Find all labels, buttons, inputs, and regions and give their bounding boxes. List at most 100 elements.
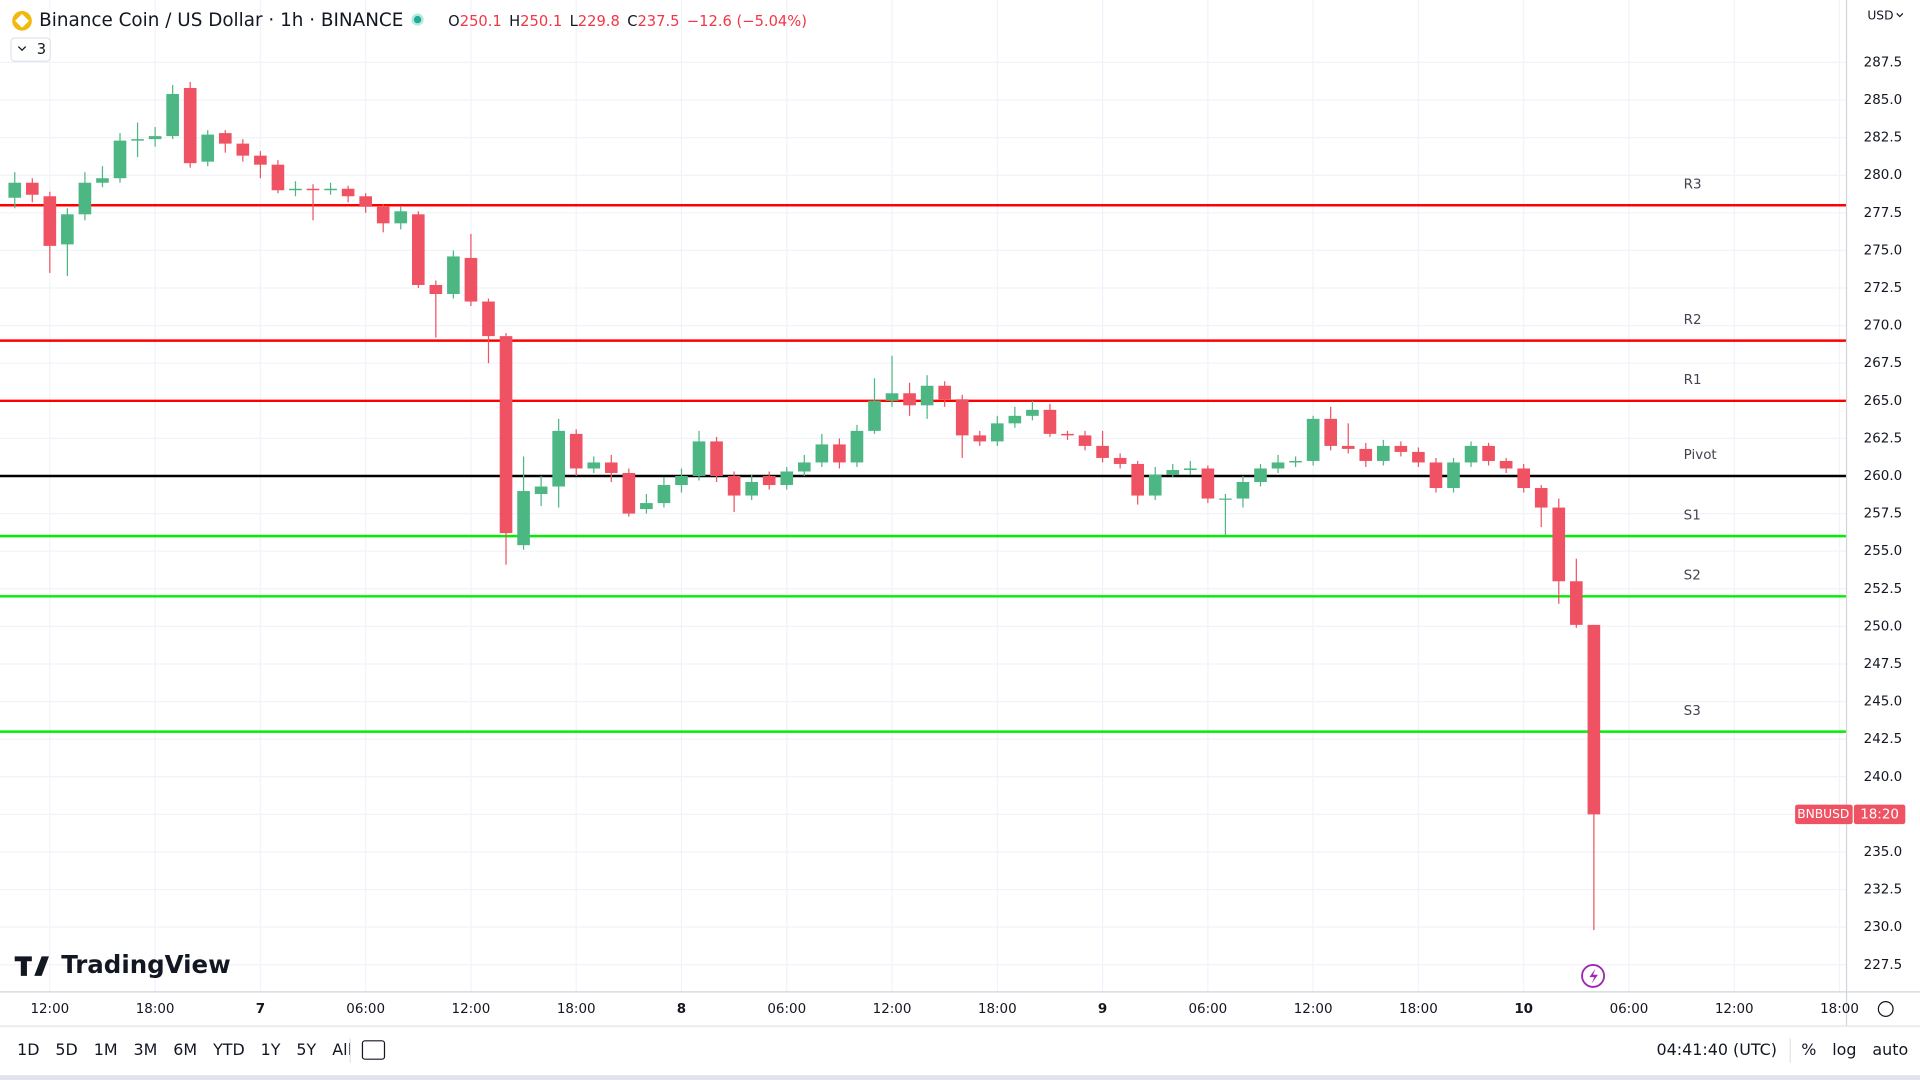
event-icon[interactable]	[1581, 963, 1605, 988]
candle-body	[745, 482, 758, 496]
candle-body	[1289, 460, 1302, 463]
candle-body	[903, 393, 916, 406]
ohlc-change: −12.6 (−5.04%)	[687, 13, 807, 30]
candle-body	[1429, 462, 1443, 489]
candle-body	[166, 93, 179, 137]
candle-body	[1587, 624, 1601, 815]
candle-body	[499, 336, 513, 534]
candle-body	[359, 196, 372, 207]
x-tick-label: 12:00	[30, 1002, 69, 1017]
pivot-level-label: R3	[1684, 177, 1702, 192]
candle-body	[113, 140, 127, 179]
candle-body	[885, 393, 899, 401]
candle-body	[306, 188, 320, 191]
chevron	[17, 46, 27, 52]
range-button[interactable]: 1Y	[261, 1040, 281, 1059]
indicator-toggle[interactable]	[10, 37, 51, 62]
candle-body	[341, 188, 355, 197]
currency-chevron	[1896, 13, 1904, 18]
clock: 04:41:40 (UTC)	[1657, 1040, 1777, 1059]
range-button[interactable]: 3M	[134, 1040, 158, 1059]
y-tick-label: 230.0	[1864, 920, 1903, 935]
candle-body	[815, 444, 829, 463]
candle-body	[61, 214, 74, 245]
candle-body	[1377, 445, 1390, 461]
coin-icon-inner	[15, 13, 29, 28]
x-tick-label: 18:00	[1399, 1002, 1438, 1017]
ohlc-key: H	[509, 13, 520, 30]
range-button[interactable]: 6M	[173, 1040, 197, 1059]
indicator-count[interactable]: 3	[37, 41, 46, 58]
candle-body	[762, 475, 776, 486]
ohlc-key: O	[448, 13, 460, 30]
candle-body	[1324, 418, 1337, 446]
candle-body	[1254, 468, 1267, 483]
candle-body	[850, 430, 864, 463]
y-tick-label: 270.0	[1864, 319, 1903, 334]
x-tick-label: 18:00	[978, 1002, 1017, 1017]
y-tick-label: 235.0	[1864, 845, 1903, 860]
last-price-symbol-bg	[1795, 804, 1853, 825]
candle-body	[622, 472, 636, 514]
candle-body	[1008, 415, 1022, 424]
y-tick-label: 285.0	[1864, 93, 1903, 108]
candle-body	[43, 196, 57, 246]
y-tick-label: 240.0	[1864, 770, 1903, 785]
x-tick-label: 12:00	[1294, 1002, 1333, 1017]
candle-body	[1517, 468, 1531, 489]
status-dot	[413, 15, 422, 24]
x-tick-label: 8	[677, 1002, 686, 1017]
candle-body	[1534, 488, 1548, 508]
candle-body	[1570, 581, 1583, 625]
last-price-tag: BNBUSD 18:20	[1795, 804, 1906, 825]
y-tick-label: 245.0	[1864, 695, 1903, 710]
candle-body	[1271, 462, 1285, 469]
range-button[interactable]: YTD	[212, 1040, 245, 1059]
candle-body	[797, 462, 811, 472]
candle-body	[657, 485, 671, 504]
x-tick-label: 06:00	[1188, 1002, 1227, 1017]
range-button[interactable]: All	[332, 1040, 352, 1059]
y-tick-label: 257.5	[1864, 507, 1903, 522]
axis-option[interactable]: log	[1832, 1040, 1856, 1059]
ohlc-value: 229.8	[578, 13, 620, 30]
axis-option[interactable]: auto	[1872, 1040, 1908, 1059]
symbol-title: Binance Coin / US Dollar · 1h · BINANCE	[39, 10, 403, 31]
candle-body	[96, 178, 109, 183]
candle-body	[1236, 482, 1250, 499]
candle-body	[938, 385, 951, 400]
x-tick-label: 12:00	[873, 1002, 912, 1017]
candle-body	[1026, 409, 1039, 416]
axis-option[interactable]: %	[1801, 1040, 1816, 1059]
candle-body	[464, 257, 478, 302]
pivot-level-label: S2	[1684, 568, 1701, 583]
candle-body	[1394, 445, 1408, 452]
candle-body	[394, 211, 408, 224]
candle-body	[447, 256, 460, 295]
candle-body	[183, 87, 197, 164]
range-button[interactable]: 5Y	[296, 1040, 316, 1059]
range-button[interactable]: 1D	[17, 1040, 39, 1059]
candle-body	[1482, 445, 1495, 461]
candle-body	[920, 385, 934, 406]
candle-body	[78, 182, 92, 215]
candle-body	[324, 188, 337, 191]
date-range-icon[interactable]	[361, 1040, 386, 1060]
currency[interactable]: USD	[1867, 8, 1893, 22]
candle-body	[1131, 463, 1144, 496]
candle-body	[604, 462, 618, 473]
pivot-level-label: S1	[1684, 508, 1701, 523]
x-tick-label: 12:00	[1715, 1002, 1754, 1017]
y-tick-label: 247.5	[1864, 657, 1903, 672]
candle-body	[973, 435, 987, 442]
x-tick-label: 06:00	[346, 1002, 385, 1017]
settings-icon[interactable]	[1877, 1001, 1894, 1017]
candle-body	[1183, 468, 1197, 470]
ohlc-key: L	[570, 13, 579, 30]
event-bolt	[1589, 968, 1598, 984]
range-button[interactable]: 5D	[55, 1040, 77, 1059]
range-button[interactable]: 1M	[94, 1040, 118, 1059]
candle-body	[1499, 460, 1513, 469]
